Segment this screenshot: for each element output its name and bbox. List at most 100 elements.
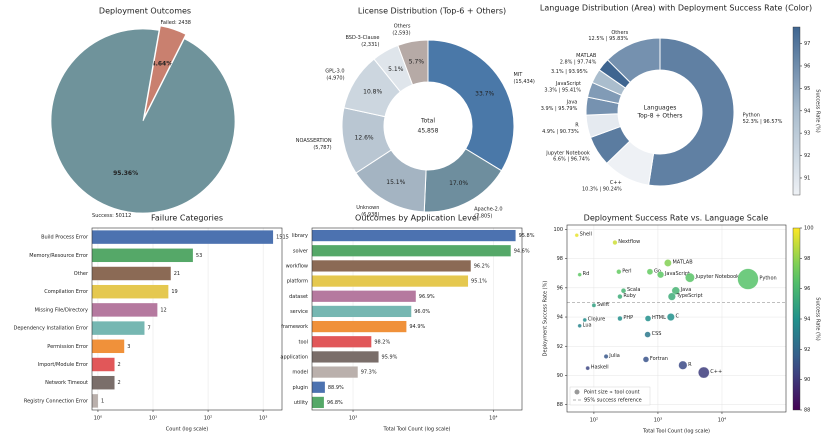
slice-label: NOASSERTION <box>296 138 332 144</box>
bar-label: 1 <box>101 398 104 404</box>
plot-frame <box>311 227 523 411</box>
plot-frame <box>91 227 283 411</box>
bar-label: 2 <box>118 362 121 368</box>
plot-frame <box>566 224 787 413</box>
y-tick-label: application <box>280 354 308 360</box>
slice-count: (5,787) <box>313 145 331 151</box>
y-tick-label: 94 <box>557 315 563 321</box>
colorbar-tick-label: 97 <box>804 41 810 47</box>
y-tick-label: workflow <box>286 263 308 269</box>
bar-label: 96.9% <box>419 294 435 300</box>
y-tick-label: model <box>292 370 308 376</box>
colorbar-tick-label: 96 <box>804 286 810 292</box>
slice-count: (2,331) <box>361 42 379 48</box>
bar <box>92 303 158 317</box>
point-label: Scala <box>627 287 640 293</box>
bar-label: 7 <box>147 326 150 332</box>
legend-marker <box>574 389 580 395</box>
slice-value: 10.3% | 90.24% <box>582 186 622 192</box>
point <box>585 366 590 371</box>
legend-label: Point size ∝ tool count <box>584 390 640 396</box>
point-label: JavaScript <box>664 271 690 277</box>
point <box>678 360 688 370</box>
y-tick-label: Other <box>74 271 89 277</box>
y-tick-label: platform <box>287 279 308 285</box>
point <box>620 288 627 294</box>
bar <box>312 245 511 257</box>
donut-slice <box>648 37 735 187</box>
point <box>577 272 582 277</box>
bar <box>312 320 407 333</box>
pct-label: 17.0% <box>449 180 468 187</box>
colorbar-tick-label: 88 <box>804 408 810 414</box>
slice-value: 4.9% | 90.73% <box>542 129 579 135</box>
bar <box>92 284 169 299</box>
colorbar-tick-label: 94 <box>804 108 810 114</box>
point <box>644 331 651 338</box>
legend-box <box>569 386 651 406</box>
x-tick-label: 10⁴ <box>718 418 726 424</box>
colorbar <box>792 227 801 411</box>
y-tick-label: tool <box>299 339 308 345</box>
point-label: MATLAB <box>672 259 693 265</box>
bar <box>312 260 471 272</box>
y-tick-label: Network Timeout <box>45 380 88 386</box>
point <box>685 272 695 283</box>
pct-label: 95.36% <box>113 170 138 177</box>
bar <box>312 336 372 348</box>
point-label: Nextflow <box>618 239 640 245</box>
point-label: TypeScript <box>676 293 703 299</box>
slice-label: JavaScript <box>555 81 581 87</box>
point <box>657 271 665 279</box>
y-tick-label: utility <box>294 400 308 406</box>
bar-label: 1515 <box>276 235 289 241</box>
point <box>664 259 672 267</box>
chart-title: License Distribution (Top-6 + Others) <box>358 7 506 16</box>
slice-label: MATLAB <box>576 53 597 59</box>
point-label: Swift <box>597 302 609 308</box>
point <box>646 268 654 275</box>
y-tick-label: 92 <box>557 344 563 350</box>
slice-count: (7,805) <box>474 213 492 219</box>
y-tick-label: Compilation Error <box>44 289 89 295</box>
point-label: PHP <box>623 315 633 321</box>
bar-label: 53 <box>196 253 202 259</box>
pct-label: 4.64% <box>151 61 172 68</box>
y-tick-label: framework <box>281 324 308 330</box>
slice-count: (6,938) <box>361 212 379 218</box>
bar-label: 21 <box>174 271 180 277</box>
pie-slice <box>50 28 236 214</box>
bar <box>312 366 358 378</box>
bar <box>92 375 115 390</box>
bar-label: 96.2% <box>474 263 490 269</box>
slice-count: (15,434) <box>513 79 534 85</box>
y-tick-label: 96 <box>557 285 563 291</box>
bar-label: 2 <box>118 380 121 386</box>
colorbar-tick-label: 95 <box>804 86 810 92</box>
bar <box>312 275 469 287</box>
point <box>644 315 652 322</box>
bar-label: 96.8% <box>327 400 343 406</box>
x-tick-label: 10⁰ <box>94 416 102 422</box>
y-tick-label: 100 <box>553 227 563 233</box>
bar-label: 12 <box>160 307 166 313</box>
y-tick-label: Import/Module Error <box>38 362 89 368</box>
center-label: Total <box>420 118 435 125</box>
bar-label: 95.9% <box>382 354 398 360</box>
point-label: Fortran <box>650 356 668 362</box>
point <box>612 240 618 245</box>
x-tick-label: 10³ <box>654 418 662 424</box>
y-tick-label: Build Process Error <box>41 235 89 241</box>
bar <box>92 394 98 408</box>
colorbar-tick-label: 100 <box>804 226 814 232</box>
point <box>642 356 650 363</box>
x-tick-label: 10⁴ <box>489 416 497 422</box>
bar-label: 88.9% <box>328 385 344 391</box>
bar-label: 98.2% <box>374 339 390 345</box>
point <box>577 323 582 328</box>
x-tick-label: 10¹ <box>149 416 157 422</box>
y-tick-label: plugin <box>293 385 308 391</box>
chart-title: Deployment Success Rate vs. Language Sca… <box>584 214 769 223</box>
point-label: Perl <box>622 268 631 274</box>
